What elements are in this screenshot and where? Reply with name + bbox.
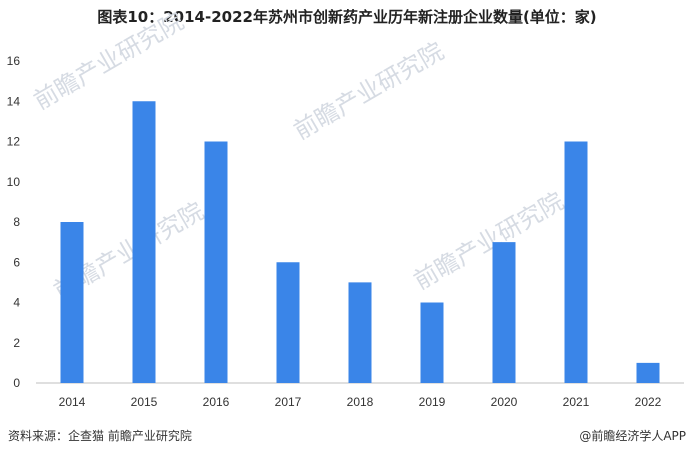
y-tick-label: 14 (7, 94, 21, 108)
x-tick-label: 2016 (203, 395, 230, 409)
y-tick-label: 12 (7, 135, 21, 149)
brand-credit: @前瞻经济学人APP (579, 429, 686, 443)
bar-2014 (60, 222, 84, 383)
y-tick-label: 6 (13, 255, 20, 269)
x-tick-label: 2014 (59, 395, 86, 409)
x-tick-label: 2018 (347, 395, 374, 409)
x-tick-label: 2020 (491, 395, 518, 409)
bar-2016 (204, 141, 228, 383)
y-tick-label: 16 (7, 54, 21, 68)
watermark-text: 前瞻产业研究院 (409, 187, 568, 295)
x-tick-label: 2019 (419, 395, 446, 409)
bar-2020 (492, 242, 516, 383)
y-axis: 0 2 4 6 8 10 12 14 16 (7, 54, 21, 390)
x-tick-label: 2017 (275, 395, 302, 409)
x-axis: 2014 2015 2016 2017 2018 2019 2020 2021 2022 (59, 395, 662, 409)
y-tick-label: 8 (13, 215, 20, 229)
watermark-text: 前瞻产业研究院 (29, 7, 188, 115)
bar-2017 (276, 262, 300, 383)
bar-2021 (564, 141, 588, 383)
y-tick-label: 0 (13, 376, 20, 390)
bars (60, 101, 660, 383)
y-tick-label: 2 (13, 336, 20, 350)
bar-2018 (348, 282, 372, 383)
chart-title: 图表10：2014-2022年苏州市创新药产业历年新注册企业数量(单位：家) (97, 8, 597, 26)
x-tick-label: 2022 (635, 395, 662, 409)
y-tick-label: 4 (13, 296, 20, 310)
bar-2015 (132, 101, 156, 383)
y-tick-label: 10 (7, 175, 21, 189)
x-tick-label: 2021 (563, 395, 590, 409)
watermark-text: 前瞻产业研究院 (289, 37, 448, 145)
source-note: 资料来源：企查猫 前瞻产业研究院 (8, 429, 192, 443)
bar-2019 (420, 302, 444, 383)
bar-2022 (636, 362, 660, 383)
x-tick-label: 2015 (131, 395, 158, 409)
